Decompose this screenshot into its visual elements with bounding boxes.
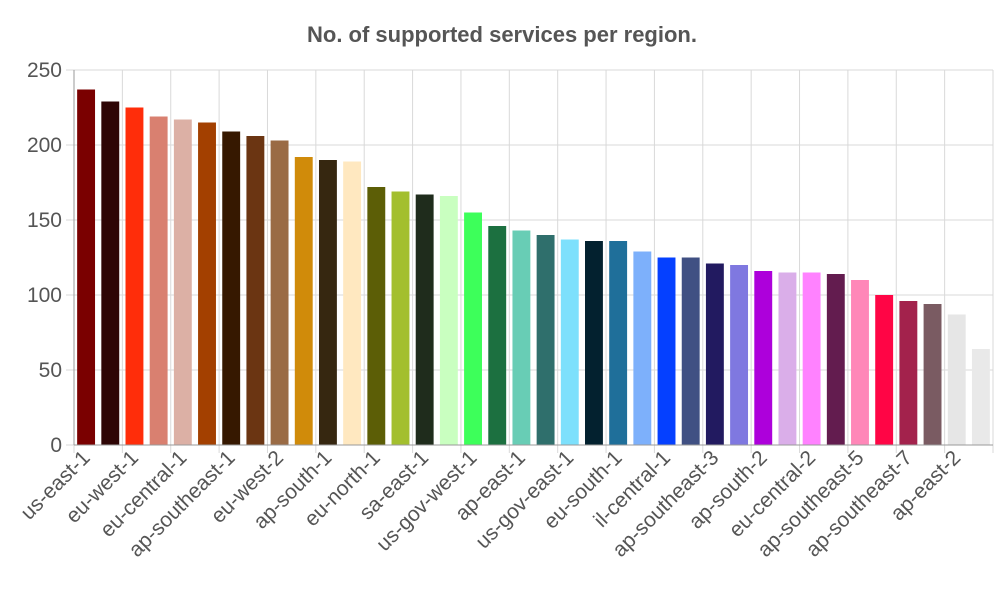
bar (609, 241, 628, 445)
bar (754, 271, 773, 445)
bar (947, 314, 966, 445)
bar (343, 161, 362, 445)
bar (439, 196, 458, 445)
bar (125, 107, 144, 445)
y-tick-label: 50 (39, 359, 62, 382)
y-tick-label: 150 (27, 209, 62, 232)
bar (730, 265, 749, 445)
bar (899, 301, 918, 445)
bar (657, 257, 676, 445)
bar (585, 241, 603, 445)
bars-layer (77, 89, 990, 445)
bar (173, 119, 192, 445)
bar (149, 116, 168, 445)
bar (536, 235, 555, 445)
grid-layer (66, 69, 994, 453)
bar (971, 349, 990, 445)
bar (560, 239, 579, 445)
bar (464, 212, 482, 445)
y-tick-label: 0 (50, 434, 62, 457)
y-tick-label: 250 (27, 59, 62, 82)
bar (633, 251, 652, 445)
bar (391, 191, 410, 445)
bar (512, 230, 531, 445)
bar (367, 187, 386, 445)
bar (318, 160, 337, 445)
bar (415, 194, 434, 445)
bar (270, 140, 289, 445)
y-tick-labels: 0 50 100 150 200 250 (27, 59, 62, 457)
bar (488, 226, 507, 445)
bar (875, 295, 894, 445)
bar (198, 122, 216, 445)
y-tick-label: 200 (27, 134, 62, 157)
bar (802, 272, 821, 445)
bar (778, 272, 797, 445)
axis-layer (73, 70, 993, 446)
bar (705, 263, 724, 445)
chart-title: No. of supported services per region. (307, 22, 697, 47)
bar (826, 274, 845, 445)
x-tick-labels: us-east-1eu-west-1eu-central-1ap-southea… (16, 446, 965, 561)
bar (923, 304, 942, 445)
bar (101, 101, 120, 445)
bar (222, 131, 241, 445)
y-tick-label: 100 (27, 284, 62, 307)
bar (246, 136, 265, 445)
bar (851, 280, 869, 445)
bar (77, 89, 96, 445)
bar (681, 257, 700, 445)
bar (294, 157, 313, 445)
